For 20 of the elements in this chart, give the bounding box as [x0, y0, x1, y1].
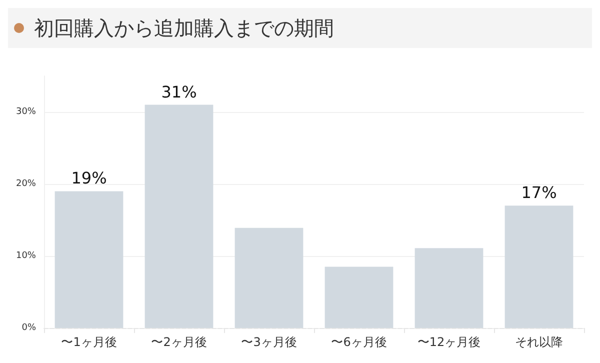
bar	[414, 248, 484, 328]
y-tick-label: 0%	[22, 323, 36, 333]
x-tick-label: 〜2ヶ月後	[151, 335, 207, 349]
chart-title: 初回購入から追加購入までの期間	[34, 14, 334, 42]
x-tick-label: 〜6ヶ月後	[331, 335, 387, 349]
bar	[54, 191, 124, 328]
x-tick-label: 〜12ヶ月後	[417, 335, 481, 349]
y-tick-label: 30%	[16, 107, 36, 117]
x-tick-label: 〜3ヶ月後	[241, 335, 297, 349]
y-tick-label: 20%	[16, 179, 36, 189]
bar	[234, 228, 304, 328]
y-tick-label: 10%	[16, 251, 36, 261]
x-tick-label: 〜1ヶ月後	[61, 335, 117, 349]
data-label: 31%	[161, 82, 197, 102]
bar	[144, 104, 214, 328]
data-label: 17%	[521, 183, 557, 202]
bar	[504, 206, 574, 328]
bar	[324, 266, 394, 328]
data-label: 19%	[71, 168, 107, 188]
x-tick-label: それ以降	[515, 335, 563, 349]
